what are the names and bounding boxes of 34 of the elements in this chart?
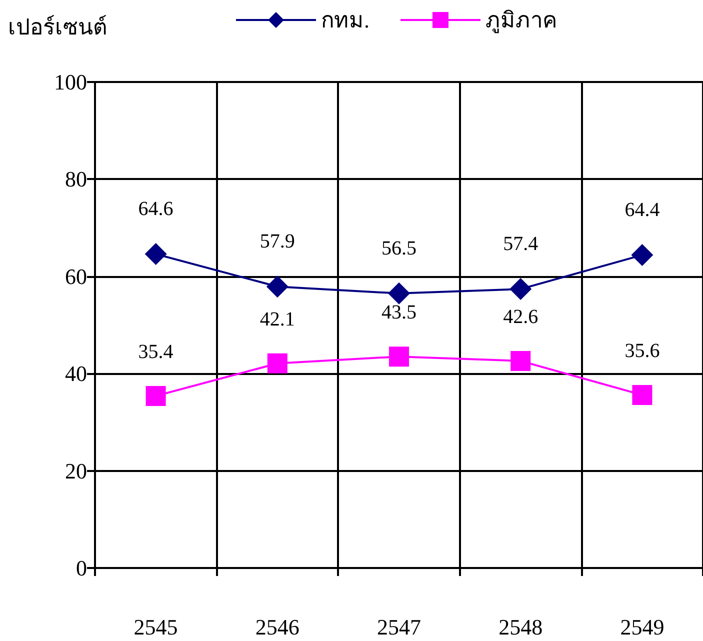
y-tick-label: 40: [65, 361, 87, 386]
data-label: 57.9: [260, 230, 295, 253]
data-label: 57.4: [503, 233, 538, 256]
data-label: 56.5: [382, 237, 416, 260]
data-label: 64.6: [138, 198, 174, 220]
data-label: 42.1: [260, 308, 295, 330]
x-tick-label: 2545: [134, 614, 178, 640]
x-tick-label: 2549: [620, 614, 664, 640]
data-label: 35.4: [138, 340, 174, 363]
point: [146, 386, 166, 406]
data-label: 42.6: [503, 306, 538, 328]
point: [510, 350, 531, 371]
point: [267, 353, 288, 374]
y-tick-label: 0: [76, 556, 87, 580]
point: [632, 384, 652, 405]
point: [631, 244, 654, 266]
legend-label: ภูมิภาค: [486, 8, 558, 34]
y-tick-label: 80: [65, 166, 87, 192]
point: [510, 278, 532, 300]
x-tick-label: 2548: [498, 614, 543, 640]
point: [266, 276, 288, 298]
y-tick-label: 60: [65, 264, 87, 289]
y-tick-label: 20: [65, 458, 87, 484]
data-label: 64.4: [624, 199, 660, 222]
data-label: 43.5: [382, 302, 416, 324]
x-tick-label: 2547: [377, 614, 421, 640]
data-label: 35.6: [624, 340, 660, 362]
legend-label: กทม.: [321, 8, 370, 32]
y-axis-title: เปอร์เซนต์: [8, 14, 107, 40]
y-tick-label: 100: [54, 70, 87, 94]
point: [144, 243, 167, 266]
point: [388, 282, 410, 304]
point: [389, 346, 409, 367]
x-tick-label: 2546: [255, 614, 300, 640]
